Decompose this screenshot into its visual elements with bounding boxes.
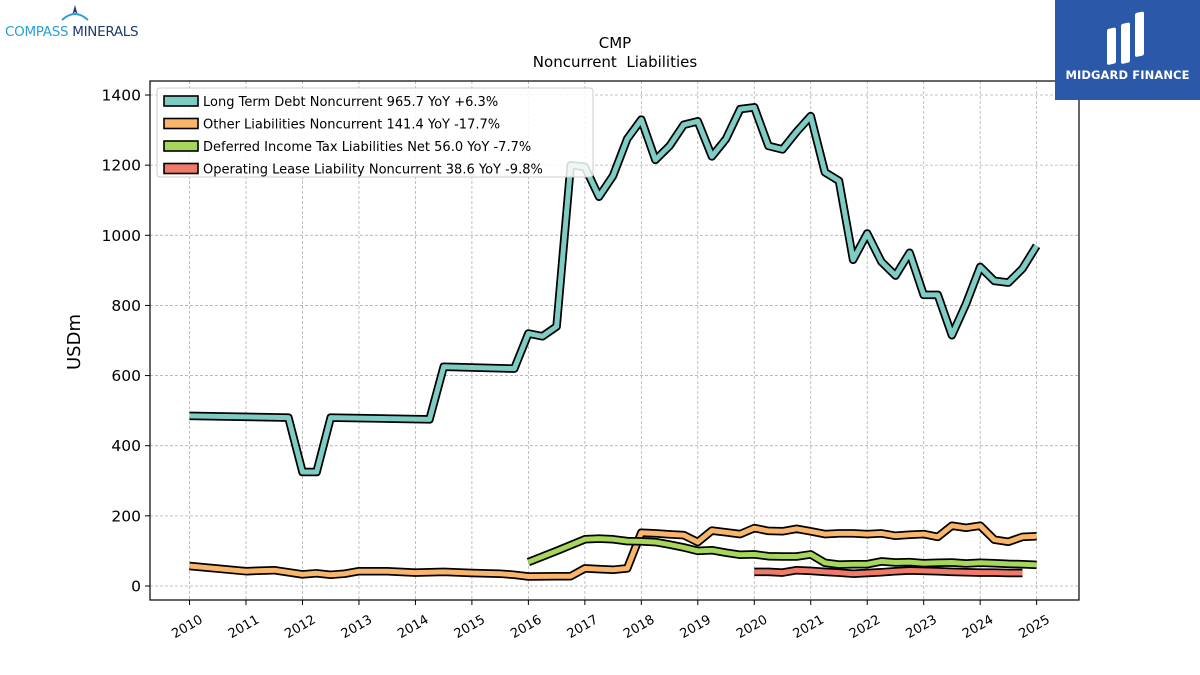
plot-frame bbox=[149, 80, 1080, 601]
x-tick-label: 2019 bbox=[678, 612, 714, 642]
logo-word-compass: COMPASS bbox=[5, 24, 69, 40]
series-line bbox=[527, 536, 1037, 568]
x-tick-label: 2021 bbox=[791, 612, 827, 642]
midgard-finance-logo: MIDGARD FINANCE bbox=[1055, 0, 1200, 100]
legend-label: Deferred Income Tax Liabilities Net 56.0… bbox=[203, 140, 531, 155]
y-tick-label: 0 bbox=[131, 577, 141, 595]
chart-title: CMP bbox=[599, 34, 631, 52]
compass-star-icon bbox=[61, 5, 89, 21]
x-tick-label: 2017 bbox=[565, 612, 601, 642]
x-tick-label: 2015 bbox=[452, 612, 488, 642]
legend-label: Long Term Debt Noncurrent 965.7 YoY +6.3… bbox=[203, 95, 498, 110]
legend-label: Other Liabilities Noncurrent 141.4 YoY -… bbox=[203, 118, 500, 133]
series-line bbox=[754, 567, 1023, 577]
midgard-mark-icon bbox=[1107, 11, 1144, 65]
y-axis-label: USDm bbox=[64, 314, 85, 370]
x-tick-label: 2020 bbox=[734, 612, 770, 642]
legend-swatch bbox=[163, 140, 199, 152]
x-tick-label: 2012 bbox=[282, 612, 318, 642]
x-tick-label: 2023 bbox=[904, 612, 940, 642]
x-tick-label: 2010 bbox=[169, 612, 205, 642]
compass-minerals-logo: COMPASS MINERALS bbox=[4, 4, 154, 56]
chart-subtitle: Noncurrent Liabilities bbox=[533, 53, 698, 71]
x-tick-label: 2018 bbox=[621, 612, 657, 642]
y-tick-label: 200 bbox=[111, 507, 141, 525]
x-tick-label: 2014 bbox=[395, 612, 431, 642]
x-tick-label: 2016 bbox=[508, 612, 544, 642]
legend-label: Operating Lease Liability Noncurrent 38.… bbox=[203, 163, 543, 178]
legend-swatch bbox=[163, 95, 199, 107]
y-tick-label: 600 bbox=[111, 367, 141, 385]
x-tick-label: 2011 bbox=[226, 612, 262, 642]
logo-word-minerals: MINERALS bbox=[72, 24, 139, 40]
x-tick-label: 2013 bbox=[339, 612, 375, 642]
legend-swatch bbox=[163, 117, 199, 130]
midgard-finance-name: MIDGARD FINANCE bbox=[1065, 68, 1190, 82]
x-tick-label: 2024 bbox=[960, 612, 996, 642]
y-tick-label: 1000 bbox=[102, 227, 141, 245]
series-line bbox=[189, 523, 1037, 579]
y-tick-label: 400 bbox=[111, 437, 141, 455]
x-tick-label: 2025 bbox=[1016, 612, 1052, 642]
y-tick-label: 1400 bbox=[102, 87, 141, 105]
y-tick-label: 800 bbox=[111, 297, 141, 315]
x-tick-label: 2022 bbox=[847, 612, 883, 642]
legend-box bbox=[156, 87, 594, 178]
legend-swatch bbox=[163, 162, 199, 175]
series-line bbox=[189, 104, 1039, 475]
legend: Long Term Debt Noncurrent 965.7 YoY +6.3… bbox=[156, 87, 594, 178]
y-tick-label: 1200 bbox=[102, 157, 141, 175]
